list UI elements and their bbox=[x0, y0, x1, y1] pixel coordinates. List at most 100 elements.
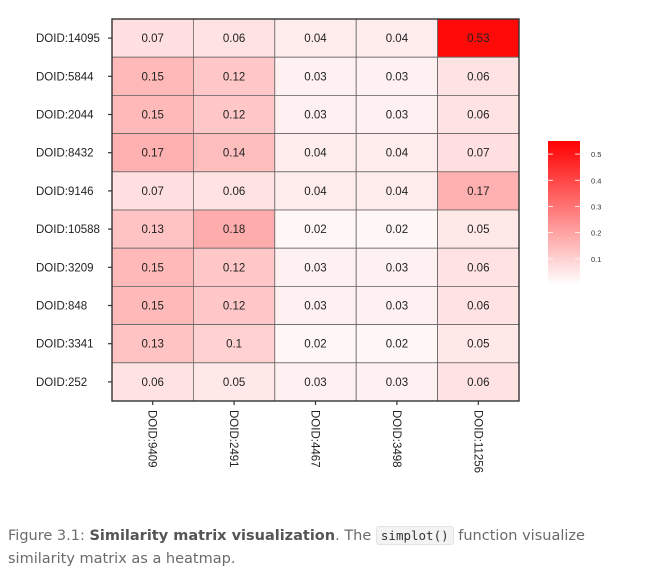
heatmap-cell bbox=[355, 285, 439, 325]
cell-value-label: 0.05 bbox=[467, 224, 489, 236]
cell-value-label: 0.03 bbox=[386, 301, 408, 313]
cell-value-label: 0.03 bbox=[386, 110, 408, 122]
y-tick-label: DOID:10588 bbox=[36, 224, 100, 236]
heatmap-cell bbox=[192, 171, 276, 211]
caption-middle: . The bbox=[335, 528, 376, 544]
x-tick-label: DOID:4467 bbox=[309, 410, 321, 468]
cell-value-label: 0.05 bbox=[223, 377, 245, 389]
heatmap-cell bbox=[437, 324, 520, 364]
cell-value-label: 0.03 bbox=[386, 262, 408, 274]
heatmap-cell bbox=[192, 285, 276, 325]
cell-value-label: 0.12 bbox=[223, 301, 245, 313]
cell-value-label: 0.03 bbox=[304, 262, 326, 274]
heatmap-cell bbox=[111, 247, 194, 287]
cell-value-label: 0.15 bbox=[142, 262, 164, 274]
heatmap-cell bbox=[192, 133, 276, 173]
heatmap-cell bbox=[437, 133, 520, 173]
legend-tick-label: 0.1 bbox=[591, 255, 601, 264]
caption-code: simplot() bbox=[375, 526, 454, 545]
cell-value-label: 0.06 bbox=[223, 33, 245, 45]
cell-value-label: 0.06 bbox=[467, 110, 489, 122]
cell-value-label: 0.02 bbox=[304, 339, 326, 351]
legend-tick-label: 0.2 bbox=[591, 229, 601, 238]
cell-value-label: 0.07 bbox=[142, 33, 164, 45]
heatmap-cell bbox=[274, 324, 357, 364]
heatmap-cell bbox=[111, 18, 194, 58]
heatmap-cell bbox=[274, 133, 357, 173]
cell-value-label: 0.13 bbox=[142, 224, 164, 236]
cell-value-label: 0.04 bbox=[304, 33, 327, 45]
cell-value-label: 0.12 bbox=[223, 110, 245, 122]
x-tick-label: DOID:11256 bbox=[471, 410, 483, 473]
legend-tick-label: 0.5 bbox=[591, 150, 601, 159]
caption-suffix: function visualize similarity matrix as … bbox=[8, 528, 585, 567]
heatmap-cell bbox=[274, 362, 357, 402]
y-tick-label: DOID:2044 bbox=[36, 110, 94, 122]
heatmap-cell bbox=[274, 209, 357, 249]
x-tick-label: DOID:9409 bbox=[146, 410, 158, 468]
heatmap-cell bbox=[192, 209, 276, 249]
y-tick-label: DOID:5844 bbox=[36, 71, 94, 83]
heatmap-cell bbox=[192, 95, 276, 135]
cell-value-label: 0.53 bbox=[467, 33, 489, 45]
cell-value-label: 0.07 bbox=[467, 148, 489, 160]
cell-value-label: 0.07 bbox=[142, 186, 164, 198]
heatmap-cell bbox=[355, 18, 439, 58]
cell-value-label: 0.04 bbox=[304, 186, 327, 198]
heatmap-chart: 0.07 0.06 0.04 0.04 0.53 0.15 0.12 0.03 0.03 0.06… bbox=[36, 18, 601, 473]
cell-value-label: 0.17 bbox=[142, 148, 164, 160]
heatmap-cell bbox=[192, 362, 276, 402]
heatmap-cell bbox=[111, 285, 194, 325]
x-tick-label: DOID:3498 bbox=[390, 410, 402, 468]
heatmap-cell bbox=[355, 209, 439, 249]
cell-value-label: 0.02 bbox=[386, 224, 408, 236]
y-tick-label: DOID:252 bbox=[36, 377, 87, 389]
cell-value-label: 0.06 bbox=[142, 377, 164, 389]
y-tick-label: DOID:848 bbox=[36, 301, 87, 313]
y-tick-label: DOID:14095 bbox=[36, 33, 100, 45]
cell-value-label: 0.12 bbox=[223, 71, 245, 83]
cell-value-label: 0.03 bbox=[386, 377, 408, 389]
cell-value-label: 0.03 bbox=[304, 377, 326, 389]
cell-value-label: 0.14 bbox=[223, 148, 246, 160]
heatmap-cell bbox=[437, 362, 520, 402]
cell-value-label: 0.02 bbox=[304, 224, 326, 236]
cell-value-label: 0.04 bbox=[386, 33, 409, 45]
cell-value-label: 0.12 bbox=[223, 262, 245, 274]
cell-value-label: 0.1 bbox=[226, 339, 242, 351]
heatmap-cell bbox=[437, 171, 520, 211]
heatmap-cell bbox=[437, 56, 520, 96]
heatmap-cell bbox=[274, 285, 357, 325]
cell-value-label: 0.03 bbox=[304, 110, 326, 122]
cell-value-label: 0.02 bbox=[386, 339, 408, 351]
heatmap-cell bbox=[111, 171, 194, 211]
cell-value-label: 0.06 bbox=[467, 71, 489, 83]
cell-value-label: 0.18 bbox=[223, 224, 245, 236]
y-tick-label: DOID:3209 bbox=[36, 262, 94, 274]
cell-value-label: 0.17 bbox=[467, 186, 489, 198]
cell-value-label: 0.15 bbox=[142, 110, 164, 122]
legend-tick-label: 0.4 bbox=[591, 176, 601, 185]
cell-value-label: 0.13 bbox=[142, 339, 164, 351]
heatmap-cell bbox=[192, 18, 276, 58]
caption-bold: Similarity matrix visualization bbox=[89, 528, 336, 544]
y-tick-label: DOID:3341 bbox=[36, 339, 94, 351]
cell-value-label: 0.03 bbox=[304, 301, 326, 313]
legend-tick-label: 0.3 bbox=[591, 202, 601, 211]
cell-value-label: 0.03 bbox=[386, 71, 408, 83]
heatmap-cell bbox=[111, 362, 194, 402]
legend-colorbar bbox=[548, 141, 580, 285]
cell-value-label: 0.15 bbox=[142, 71, 164, 83]
y-tick-label: DOID:8432 bbox=[36, 148, 94, 160]
cell-value-label: 0.05 bbox=[467, 339, 489, 351]
cell-value-label: 0.06 bbox=[467, 262, 489, 274]
heatmap-cell bbox=[274, 171, 357, 211]
heatmap-cell bbox=[355, 95, 439, 135]
heatmap-cell bbox=[274, 56, 357, 96]
heatmap-cell bbox=[192, 324, 276, 364]
y-tick-label: DOID:9146 bbox=[36, 186, 94, 198]
cell-value-label: 0.03 bbox=[304, 71, 326, 83]
cell-value-label: 0.15 bbox=[142, 301, 164, 313]
cell-value-label: 0.04 bbox=[386, 186, 409, 198]
cell-value-label: 0.06 bbox=[223, 186, 245, 198]
